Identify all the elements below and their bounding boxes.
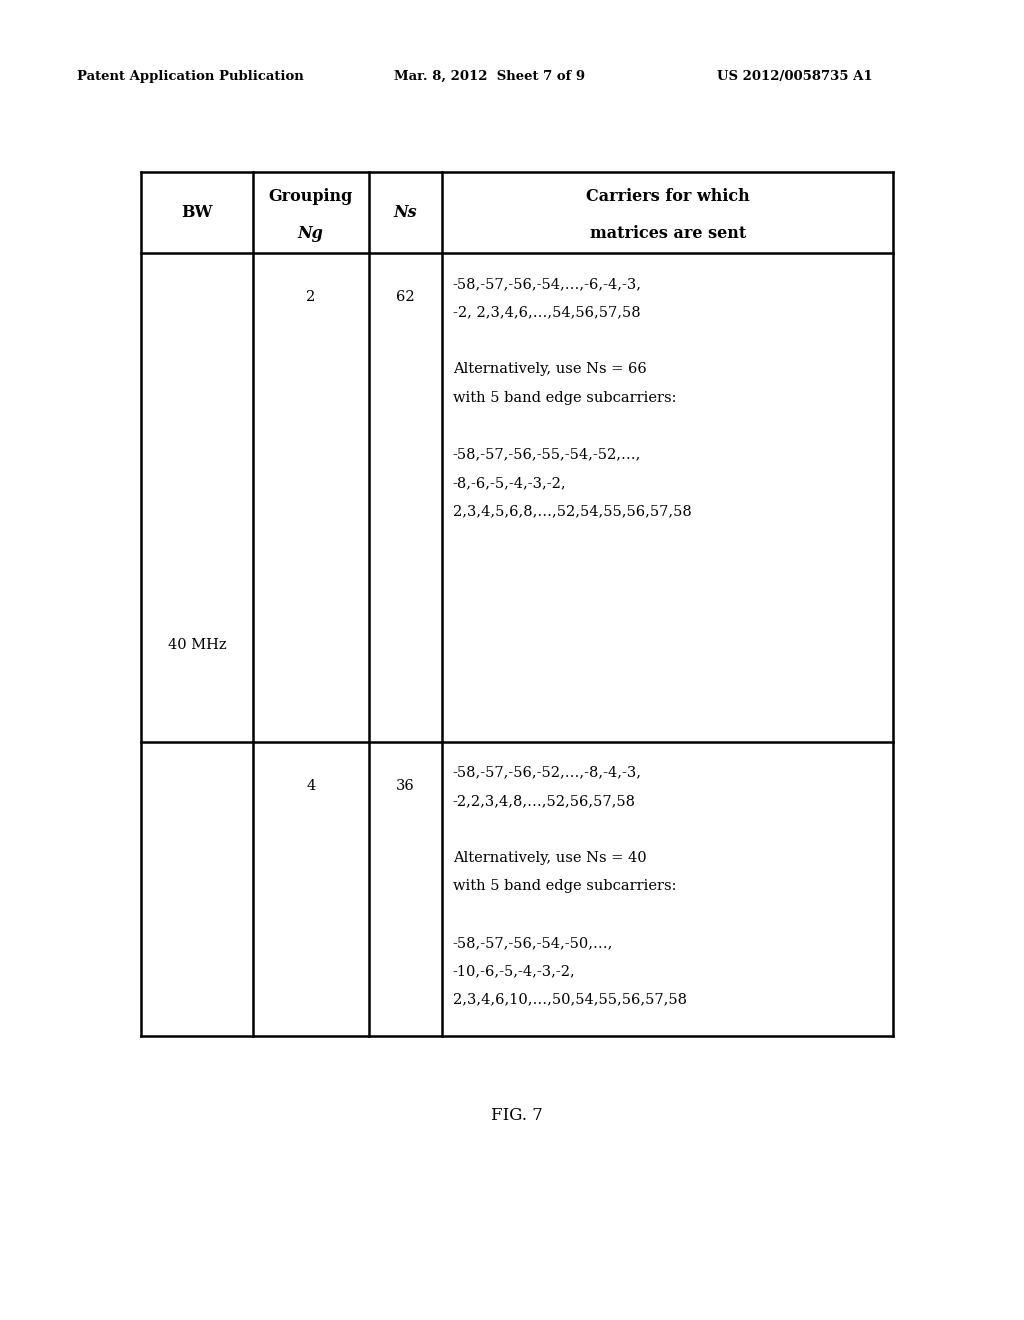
Text: matrices are sent: matrices are sent: [590, 226, 745, 242]
Text: 2: 2: [306, 290, 315, 305]
Text: Patent Application Publication: Patent Application Publication: [77, 70, 303, 83]
Text: -2,2,3,4,8,…,52,56,57,58: -2,2,3,4,8,…,52,56,57,58: [453, 795, 636, 808]
Text: 4: 4: [306, 779, 315, 793]
Text: Carriers for which: Carriers for which: [586, 189, 750, 205]
Text: Ns: Ns: [393, 205, 418, 220]
Text: Grouping: Grouping: [268, 189, 353, 205]
Text: 2,3,4,5,6,8,…,52,54,55,56,57,58: 2,3,4,5,6,8,…,52,54,55,56,57,58: [453, 504, 691, 519]
Text: -58,-57,-56,-54,…,-6,-4,-3,: -58,-57,-56,-54,…,-6,-4,-3,: [453, 277, 642, 292]
Text: US 2012/0058735 A1: US 2012/0058735 A1: [717, 70, 872, 83]
Text: Ng: Ng: [298, 226, 324, 242]
Text: Alternatively, use Ns = 40: Alternatively, use Ns = 40: [453, 850, 646, 865]
Text: BW: BW: [181, 205, 213, 220]
Text: -2, 2,3,4,6,…,54,56,57,58: -2, 2,3,4,6,…,54,56,57,58: [453, 305, 640, 319]
Text: -58,-57,-56,-54,-50,…,: -58,-57,-56,-54,-50,…,: [453, 936, 613, 950]
Text: -58,-57,-56,-52,…,-8,-4,-3,: -58,-57,-56,-52,…,-8,-4,-3,: [453, 766, 642, 780]
Text: 62: 62: [396, 290, 415, 305]
Text: -58,-57,-56,-55,-54,-52,…,: -58,-57,-56,-55,-54,-52,…,: [453, 447, 641, 462]
Text: with 5 band edge subcarriers:: with 5 band edge subcarriers:: [453, 391, 676, 405]
Text: with 5 band edge subcarriers:: with 5 band edge subcarriers:: [453, 879, 676, 894]
Text: FIG. 7: FIG. 7: [492, 1107, 543, 1123]
Text: -8,-6,-5,-4,-3,-2,: -8,-6,-5,-4,-3,-2,: [453, 475, 566, 490]
Text: 2,3,4,6,10,…,50,54,55,56,57,58: 2,3,4,6,10,…,50,54,55,56,57,58: [453, 993, 687, 1007]
Text: 36: 36: [396, 779, 415, 793]
Text: Alternatively, use Ns = 66: Alternatively, use Ns = 66: [453, 362, 646, 376]
Text: -10,-6,-5,-4,-3,-2,: -10,-6,-5,-4,-3,-2,: [453, 964, 575, 978]
Text: 40 MHz: 40 MHz: [168, 638, 226, 652]
Text: Mar. 8, 2012  Sheet 7 of 9: Mar. 8, 2012 Sheet 7 of 9: [394, 70, 586, 83]
